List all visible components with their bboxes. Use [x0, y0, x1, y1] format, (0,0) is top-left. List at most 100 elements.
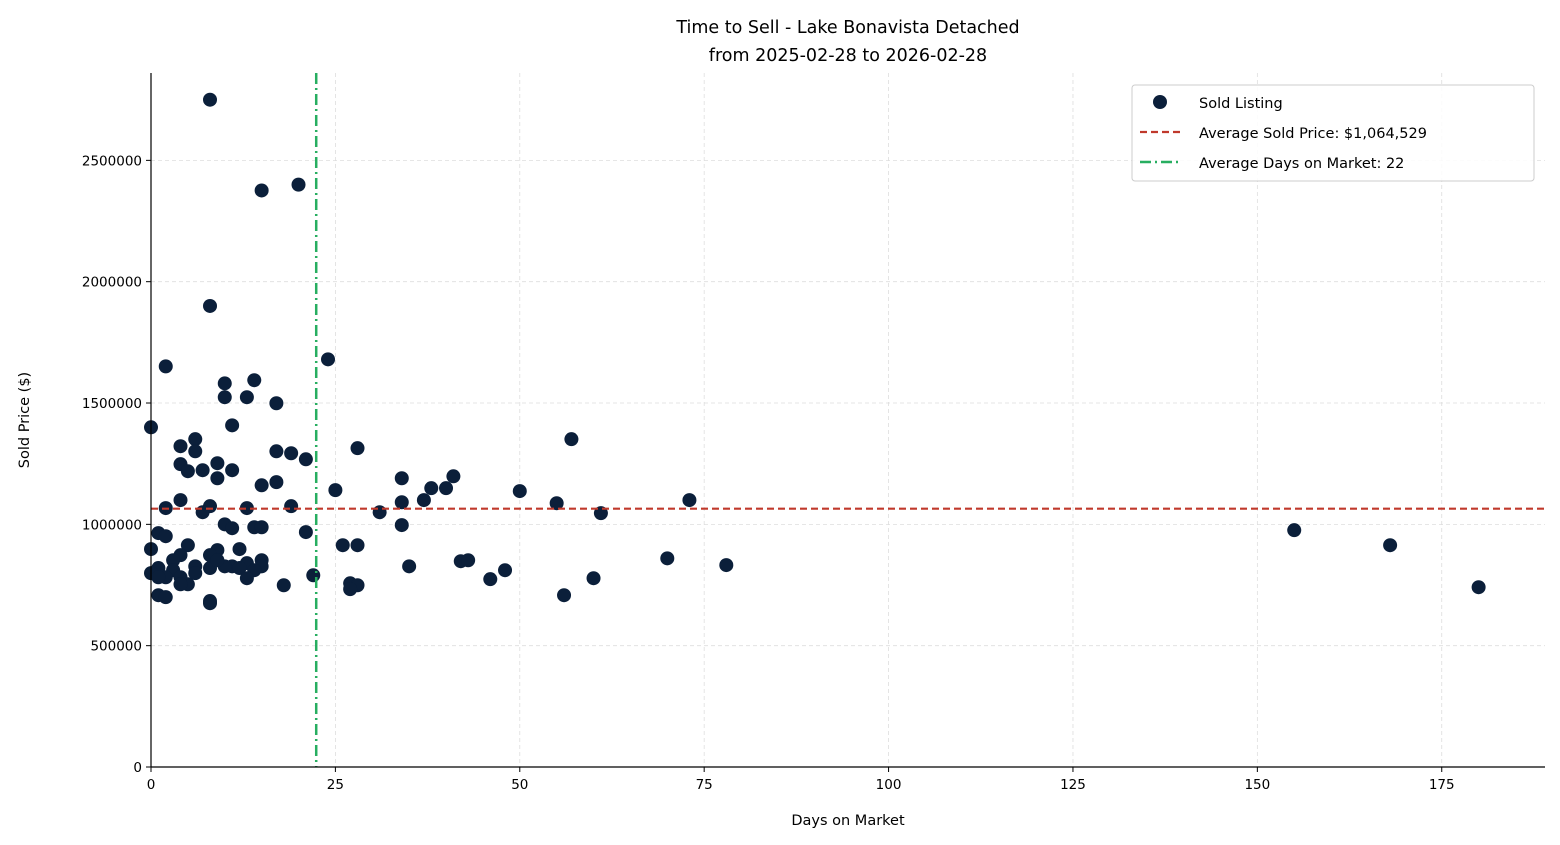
- data-point: [158, 590, 173, 605]
- data-point: [269, 396, 284, 411]
- data-point: [586, 571, 601, 586]
- chart-title: Time to Sell - Lake Bonavista Detached: [675, 18, 1019, 38]
- data-point: [321, 352, 336, 367]
- data-point: [188, 432, 203, 447]
- legend-label-sold: Sold Listing: [1199, 96, 1283, 112]
- y-tick-label: 1500000: [82, 396, 142, 412]
- data-point: [306, 568, 321, 583]
- data-point: [239, 390, 254, 405]
- data-point: [719, 558, 734, 573]
- x-axis-label: Days on Market: [791, 813, 905, 829]
- x-tick-label: 0: [147, 777, 156, 793]
- data-point: [173, 439, 188, 454]
- data-point: [210, 471, 225, 486]
- data-point: [1287, 523, 1302, 538]
- data-point: [269, 444, 284, 459]
- data-point: [350, 441, 365, 456]
- legend-label-avg-price: Average Sold Price: $1,064,529: [1199, 126, 1427, 142]
- data-point: [564, 432, 579, 447]
- data-point: [254, 478, 269, 493]
- data-point: [151, 570, 166, 585]
- data-point: [350, 538, 365, 553]
- data-point: [461, 553, 476, 568]
- data-point: [203, 298, 218, 313]
- data-point: [372, 505, 387, 520]
- data-point: [284, 499, 299, 514]
- data-point: [498, 563, 513, 578]
- data-point: [203, 596, 218, 611]
- data-point: [195, 463, 210, 478]
- data-point: [328, 483, 343, 498]
- data-point: [416, 493, 431, 508]
- data-point: [276, 578, 291, 593]
- data-point: [188, 566, 203, 581]
- y-tick-label: 0: [133, 760, 142, 776]
- data-point: [394, 495, 409, 510]
- data-point: [682, 493, 697, 508]
- data-point: [291, 177, 306, 192]
- data-point: [239, 571, 254, 586]
- y-axis-label: Sold Price ($): [17, 372, 33, 468]
- data-point: [269, 475, 284, 490]
- data-point: [217, 376, 232, 391]
- data-point: [188, 444, 203, 459]
- x-tick-label: 125: [1060, 777, 1086, 793]
- data-point: [557, 588, 572, 603]
- data-point: [549, 496, 564, 511]
- data-point: [232, 561, 247, 576]
- data-point: [254, 520, 269, 535]
- data-point: [394, 518, 409, 533]
- x-tick-label: 75: [696, 777, 713, 793]
- data-point: [232, 542, 247, 557]
- data-point: [254, 183, 269, 198]
- data-point: [298, 452, 313, 467]
- data-point: [483, 572, 498, 587]
- data-point: [225, 418, 240, 433]
- ticks: 0 25 50 75 100 125 150 175 0 500000 1000000 1500000…: [82, 153, 1455, 793]
- data-point: [225, 463, 240, 478]
- data-point: [446, 469, 461, 484]
- data-point: [173, 577, 188, 592]
- y-tick-label: 2500000: [82, 153, 142, 169]
- data-point: [343, 582, 358, 597]
- data-point: [158, 359, 173, 374]
- data-point: [217, 390, 232, 405]
- legend-label-avg-days: Average Days on Market: 22: [1199, 156, 1404, 172]
- data-point: [1383, 538, 1398, 553]
- data-point: [402, 559, 417, 574]
- data-point: [284, 446, 299, 461]
- legend: Sold Listing Average Sold Price: $1,064,…: [1131, 84, 1535, 182]
- data-point: [335, 538, 350, 553]
- legend-marker-sold: [1153, 95, 1167, 109]
- data-point: [166, 553, 181, 568]
- x-tick-label: 100: [876, 777, 902, 793]
- data-point: [158, 529, 173, 544]
- x-tick-label: 175: [1429, 777, 1455, 793]
- data-point: [173, 493, 188, 508]
- data-point: [439, 481, 454, 496]
- chart-subtitle: from 2025-02-28 to 2026-02-28: [709, 46, 987, 66]
- x-tick-label: 25: [327, 777, 344, 793]
- data-point: [225, 521, 240, 536]
- data-point: [203, 92, 218, 107]
- data-point: [298, 525, 313, 540]
- y-tick-label: 1000000: [82, 517, 142, 533]
- data-point: [424, 481, 439, 496]
- x-tick-label: 150: [1244, 777, 1270, 793]
- data-point: [210, 553, 225, 568]
- x-tick-label: 50: [511, 777, 528, 793]
- data-point: [1471, 580, 1486, 595]
- data-point: [512, 484, 527, 499]
- y-tick-label: 500000: [90, 639, 142, 655]
- data-point: [239, 501, 254, 516]
- points: [144, 92, 1486, 611]
- data-point: [195, 505, 210, 520]
- data-point: [247, 373, 262, 388]
- data-point: [210, 456, 225, 471]
- data-point: [180, 464, 195, 479]
- y-tick-label: 2000000: [82, 275, 142, 291]
- data-point: [660, 551, 675, 566]
- data-point: [180, 538, 195, 553]
- data-point: [394, 471, 409, 486]
